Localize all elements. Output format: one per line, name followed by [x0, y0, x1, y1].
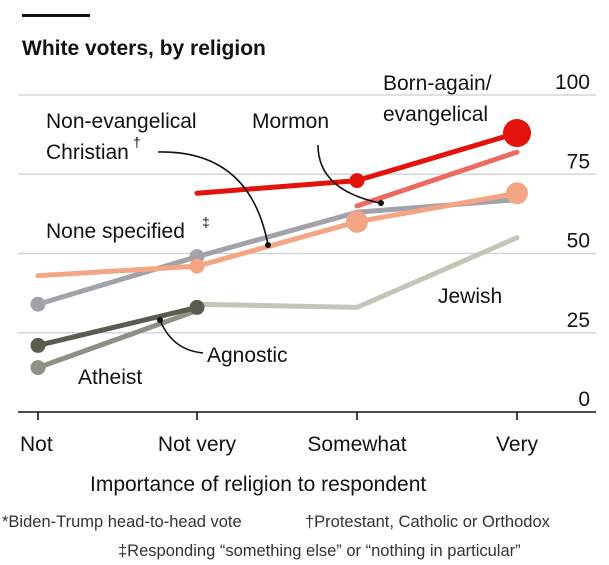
label-mormon: Mormon [252, 110, 329, 133]
annotation-leaders [157, 144, 381, 354]
x-axis-label: Importance of religion to respondent [90, 473, 426, 496]
data-point-agnostic [30, 337, 46, 353]
data-point-non-evangelical-christian [189, 258, 205, 274]
label-ddagger: ‡ [202, 214, 210, 230]
leader-nonevangelical [157, 151, 269, 246]
data-point-non-evangelical-christian [506, 182, 528, 205]
y-tick-label: 0 [578, 388, 590, 411]
label-jewish: Jewish [438, 285, 502, 308]
x-tick-label: Not very [158, 433, 237, 456]
leader-mormon [317, 144, 381, 204]
label-atheist: Atheist [78, 366, 142, 389]
top-rule [22, 14, 90, 17]
series-group [30, 119, 531, 376]
data-point-born-again-evangelical [503, 119, 531, 148]
x-tick-label: Not [20, 433, 53, 456]
y-tick-label: 100 [555, 71, 590, 94]
series-line-agnostic [35, 304, 200, 348]
footnote-biden-trump: *Biden-Trump head-to-head vote [2, 513, 242, 531]
x-axis: Not Not very Somewhat Very [20, 412, 539, 456]
chart-title: White voters, by religion [22, 37, 266, 60]
label-nonevangelical-2: Christian [46, 141, 129, 164]
series-line-mormon [354, 149, 520, 209]
series-line-atheist [35, 308, 200, 371]
data-point-agnostic [189, 299, 205, 315]
leader-dot-agnostic [157, 317, 163, 323]
data-point-non-evangelical-christian [346, 210, 368, 233]
annotation-dots [157, 200, 384, 323]
x-tick-label: Very [496, 433, 539, 456]
data-point-none-specified [30, 296, 46, 312]
gridlines [18, 94, 596, 413]
leader-agnostic [159, 319, 204, 354]
x-tick-label: Somewhat [307, 433, 406, 456]
label-dagger: † [133, 134, 141, 150]
y-tick-label: 75 [567, 150, 590, 173]
data-point-atheist [30, 360, 46, 376]
leader-dot-mormon [378, 200, 384, 206]
label-nonevangelical-1: Non-evangelical [46, 110, 197, 133]
label-born-again-2: evangelical [383, 103, 488, 126]
y-tick-label: 50 [567, 230, 590, 253]
footnote-none-specified: ‡Responding “something else” or “nothing… [118, 542, 521, 560]
footnote-christian: †Protestant, Catholic or Orthodox [305, 513, 551, 531]
label-none-specified: None specified [46, 220, 185, 243]
data-point-born-again-evangelical [349, 173, 365, 189]
leader-dot-nonevangelical [265, 242, 271, 248]
y-axis-ticks: 100 75 50 25 0 [555, 71, 590, 411]
series-line-jewish [194, 235, 520, 310]
label-agnostic: Agnostic [207, 344, 288, 367]
label-born-again-1: Born-again/ [383, 72, 492, 95]
y-tick-label: 25 [567, 309, 590, 332]
series-line-non-evangelical-christian [35, 190, 520, 279]
